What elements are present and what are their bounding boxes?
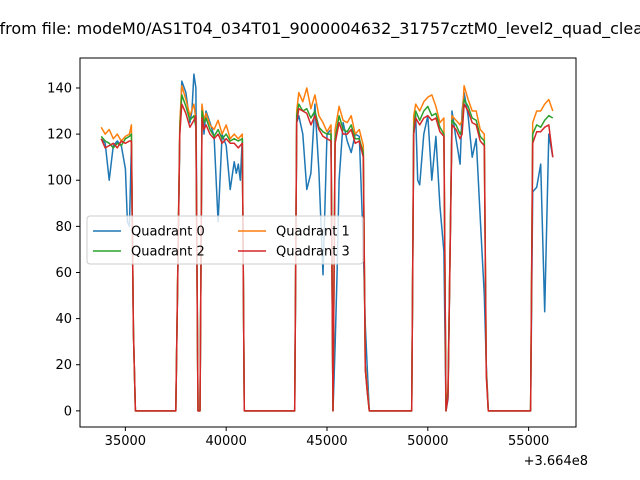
legend-box [86,215,364,265]
y-tick-label: 0 [64,404,72,419]
chart-title: Data from file: modeM0/AS1T04_034T01_900… [0,19,640,39]
legend-label-quadrant-1: Quadrant 1 [276,225,350,240]
series-layer [100,73,554,412]
legend-label-quadrant-3: Quadrant 3 [276,245,350,260]
y-tick-label: 60 [55,266,72,281]
x-axis: 35000 40000 45000 50000 55000 [105,427,549,449]
y-tick-label: 80 [55,220,72,235]
y-tick-label: 40 [55,312,72,327]
x-tick-label: 35000 [105,434,146,449]
y-tick-label: 140 [47,81,72,96]
legend: Quadrant 0 Quadrant 1 Quadrant 2 Quadrant 3 [86,215,364,265]
series-line-quadrant-0 [100,73,554,412]
x-tick-label: 50000 [407,434,448,449]
series-line-quadrant-3 [100,103,554,412]
y-tick-label: 120 [47,128,72,143]
x-tick-label: 55000 [508,434,549,449]
y-tick-label: 20 [55,358,72,373]
y-tick-label: 100 [47,174,72,189]
x-tick-label: 40000 [205,434,246,449]
y-axis: 0 20 40 60 80 100 120 140 [47,81,80,419]
x-tick-label: 45000 [306,434,347,449]
legend-label-quadrant-2: Quadrant 2 [131,245,205,260]
x-axis-offset-label: +3.664e8 [524,454,588,469]
legend-label-quadrant-0: Quadrant 0 [131,225,205,240]
